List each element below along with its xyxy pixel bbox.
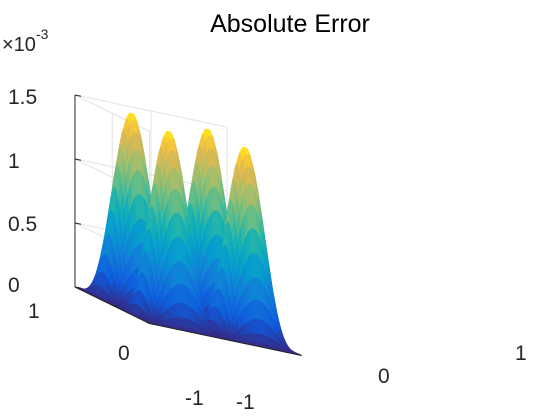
- z-tick-label: 0: [8, 274, 20, 297]
- z-tick-mark: [74, 94, 82, 97]
- y-tick-label: 0: [118, 342, 130, 365]
- y-tick-label: -1: [185, 387, 204, 410]
- surface-mesh: [74, 112, 302, 356]
- y-tick-mark: [149, 323, 155, 325]
- x-tick-mark: [222, 337, 226, 340]
- x-tick-mark: [146, 321, 150, 324]
- x-tick-label: -1: [236, 391, 255, 414]
- x-tick-label: 0: [378, 365, 390, 388]
- z-multiplier-base: ×10: [2, 34, 36, 56]
- axes-lines: [74, 94, 302, 356]
- y-tick-mark: [74, 286, 81, 289]
- x-tick-mark: [298, 353, 302, 356]
- z-tick-label: 0.5: [8, 213, 37, 236]
- z-tick-label: 1: [8, 150, 20, 173]
- y-tick-mark: [112, 304, 118, 307]
- chart-title: Absolute Error: [210, 10, 370, 38]
- z-tick-label: 1.5: [8, 86, 37, 109]
- z-multiplier: ×10-3: [2, 26, 49, 56]
- z-tick-mark: [74, 222, 82, 225]
- y-tick-label: 1: [28, 300, 40, 323]
- z-multiplier-exponent: -3: [36, 26, 49, 42]
- z-tick-mark: [74, 158, 82, 161]
- x-tick-label: 1: [515, 342, 527, 365]
